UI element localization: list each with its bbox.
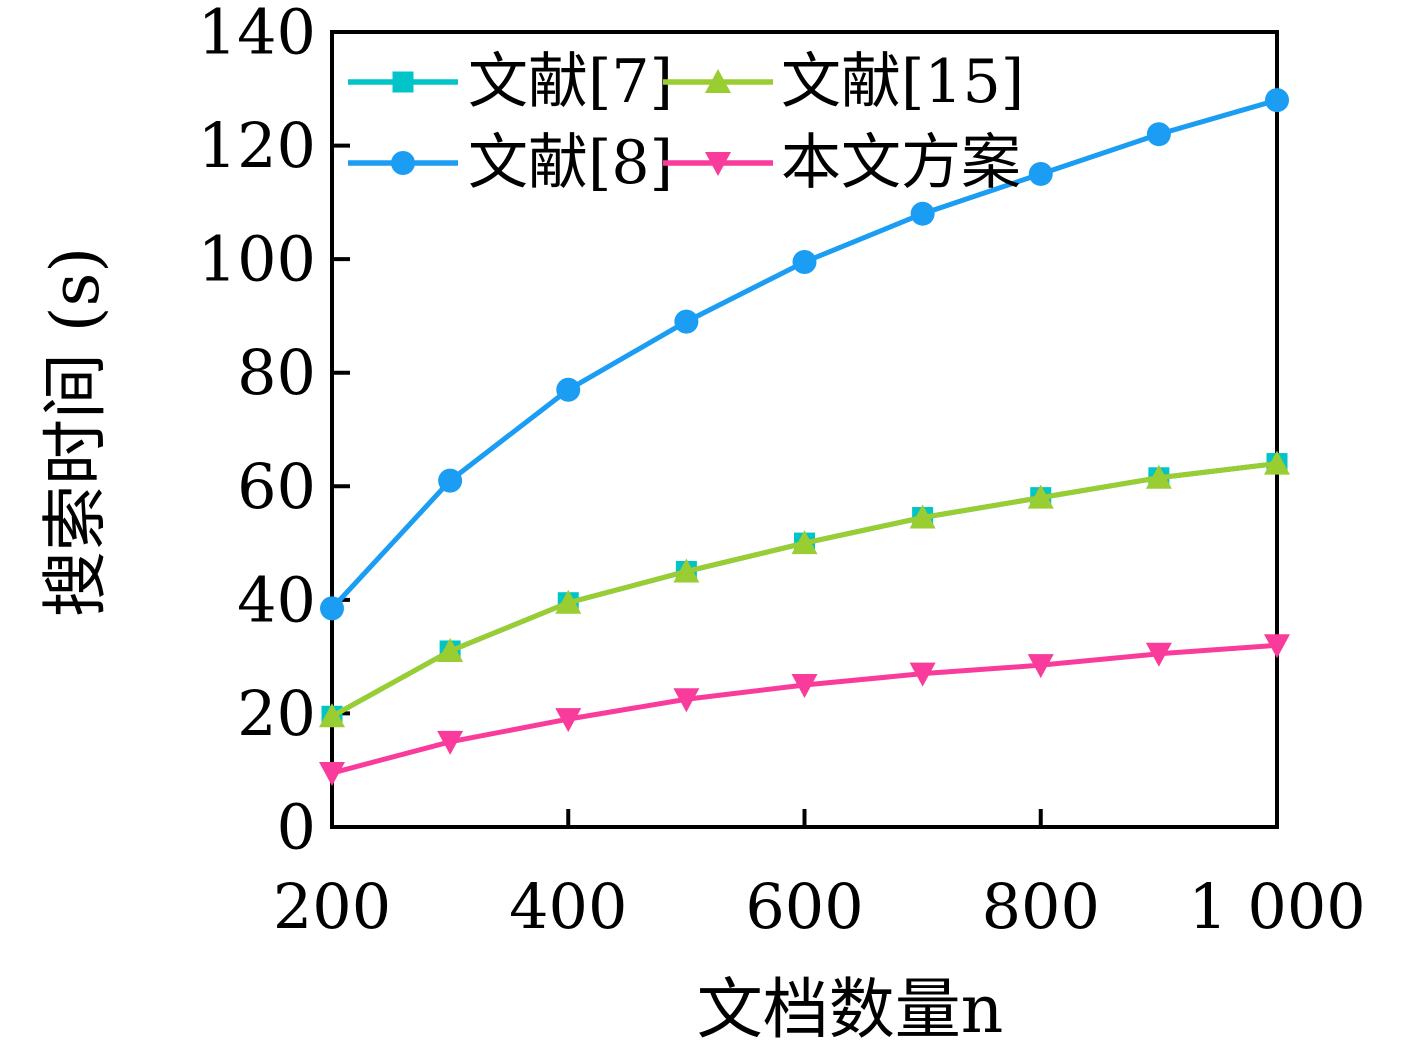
series-2-marker — [1145, 464, 1172, 489]
y-axis-title: 搜索时间 (s) — [37, 247, 114, 617]
series-1-marker — [792, 249, 817, 274]
series-3-marker — [909, 662, 936, 687]
series-1-marker — [1146, 122, 1171, 147]
series-3-marker — [437, 730, 464, 755]
series-3-marker — [1264, 634, 1290, 659]
series-2-marker — [791, 530, 818, 555]
y-tick-label: 80 — [237, 336, 316, 409]
y-tick-label: 140 — [198, 0, 316, 69]
series-1-marker — [910, 201, 935, 226]
legend-item-1-marker — [391, 151, 415, 175]
legend-item-1-label: 文献[8] — [468, 128, 673, 198]
series-1-marker — [556, 377, 581, 402]
series-2-marker — [555, 589, 582, 614]
x-tick-label: 800 — [982, 870, 1100, 943]
legend-item-0-marker — [392, 71, 414, 93]
legend-item-3-label: 本文方案 — [781, 128, 1021, 198]
series-2-marker — [1264, 450, 1290, 475]
legend: 文献[7] 文献[15] 文献[8] 本文方案 — [348, 47, 1024, 198]
series-3-marker — [1027, 654, 1054, 679]
x-tick-label: 400 — [509, 870, 627, 943]
y-tick-label: 0 — [277, 791, 316, 864]
series-3-marker — [555, 708, 582, 733]
x-tick-label: 600 — [745, 870, 863, 943]
legend-item-2-marker — [705, 69, 731, 93]
series-1-marker — [438, 468, 463, 493]
series-3-marker — [319, 762, 345, 787]
series-2-marker — [437, 637, 464, 662]
series-2-marker — [1027, 484, 1054, 509]
legend-item-0-label: 文献[7] — [468, 47, 673, 117]
series-3-line — [331, 642, 1278, 776]
legend-item-2-label: 文献[15] — [781, 47, 1024, 117]
x-axis-title: 文档数量n — [697, 971, 1004, 1048]
series-2-marker — [673, 558, 700, 583]
y-tick-label: 60 — [237, 450, 316, 523]
axes: 0 20 40 60 80 100 120 140 200 400 600 800 1 000 — [198, 0, 1366, 943]
y-tick-label: 120 — [198, 109, 316, 182]
series-1-marker — [320, 596, 344, 621]
y-tick-label: 40 — [237, 563, 316, 636]
series-3-marker — [791, 674, 818, 699]
series-1-marker — [1265, 88, 1289, 113]
series-1-marker — [1028, 161, 1053, 186]
legend-item-3-marker — [705, 152, 731, 176]
series-2-marker — [319, 703, 345, 728]
x-tick-label: 200 — [273, 870, 391, 943]
y-tick-label: 100 — [198, 223, 316, 296]
series-3-marker — [1145, 642, 1172, 667]
series-2-marker — [909, 504, 936, 529]
x-tick-label: 1 000 — [1188, 870, 1366, 943]
series-3-marker — [673, 688, 700, 713]
series-1-marker — [674, 309, 699, 334]
series-layer — [319, 88, 1290, 787]
y-tick-label: 20 — [237, 677, 316, 750]
